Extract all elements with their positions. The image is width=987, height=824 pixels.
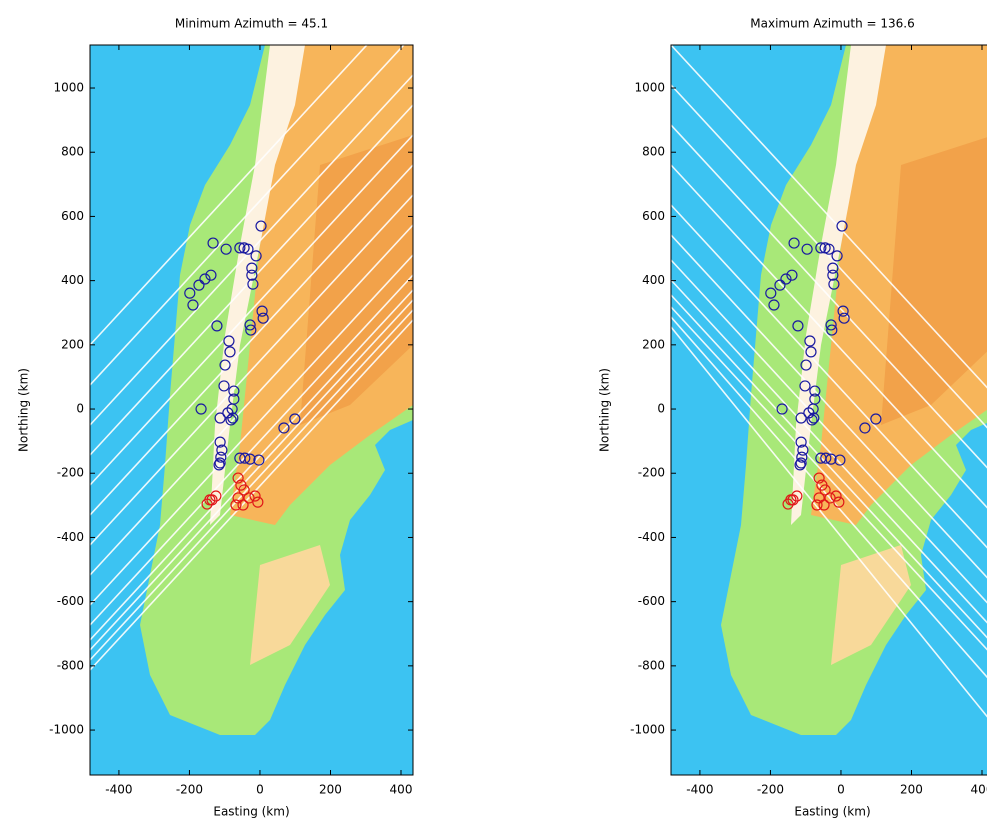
x-tick-label: 400 — [390, 783, 413, 797]
x-tick-label: -200 — [176, 783, 203, 797]
y-tick-label: -600 — [638, 594, 665, 608]
y-tick-label: 600 — [61, 209, 84, 223]
y-tick-label: 1000 — [53, 81, 84, 95]
y-tick-label: 200 — [61, 337, 84, 351]
y-axis-label: Northing (km) — [17, 368, 31, 452]
y-tick-label: 0 — [657, 402, 665, 416]
axes — [671, 45, 987, 775]
x-tick-label: -400 — [105, 783, 132, 797]
figure: Minimum Azimuth = 45.1 Easting (km) Northi… — [0, 0, 987, 824]
y-tick-label: 200 — [642, 337, 665, 351]
y-tick-label: 800 — [61, 145, 84, 159]
map-background — [671, 45, 987, 775]
chart-title: Minimum Azimuth = 45.1 — [175, 17, 328, 31]
x-tick-label: -200 — [757, 783, 784, 797]
y-tick-label: -200 — [638, 466, 665, 480]
x-tick-label: 200 — [319, 783, 342, 797]
y-tick-label: -800 — [57, 658, 84, 672]
x-tick-label: 200 — [900, 783, 923, 797]
y-tick-label: 800 — [642, 145, 665, 159]
y-axis-label: Northing (km) — [598, 368, 612, 452]
y-tick-label: -400 — [638, 530, 665, 544]
y-tick-label: -600 — [57, 594, 84, 608]
y-tick-label: -200 — [57, 466, 84, 480]
y-tick-label: 400 — [642, 273, 665, 287]
chart-title: Maximum Azimuth = 136.6 — [750, 17, 914, 31]
y-tick-label: 1000 — [634, 81, 665, 95]
axes — [90, 0, 413, 775]
map-background — [90, 45, 413, 775]
x-tick-label: 0 — [837, 783, 845, 797]
x-tick-label: 0 — [256, 783, 264, 797]
y-tick-label: -1000 — [49, 723, 84, 737]
y-tick-label: -400 — [57, 530, 84, 544]
x-tick-label: -400 — [686, 783, 713, 797]
y-tick-label: 400 — [61, 273, 84, 287]
x-axis-label: Easting (km) — [213, 805, 289, 819]
y-tick-label: 0 — [76, 402, 84, 416]
y-tick-label: -800 — [638, 658, 665, 672]
y-tick-label: 600 — [642, 209, 665, 223]
x-tick-label: 400 — [971, 783, 987, 797]
x-axis-label: Easting (km) — [794, 805, 870, 819]
y-tick-label: -1000 — [630, 723, 665, 737]
